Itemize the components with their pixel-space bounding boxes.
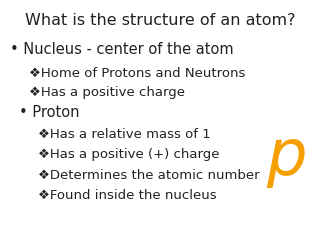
Text: • Nucleus - center of the atom: • Nucleus - center of the atom: [10, 42, 233, 57]
Text: ❖Found inside the nucleus: ❖Found inside the nucleus: [38, 189, 217, 202]
Text: ❖Has a positive charge: ❖Has a positive charge: [29, 86, 185, 99]
Text: ❖Has a relative mass of 1: ❖Has a relative mass of 1: [38, 128, 211, 141]
Text: ❖Has a positive (+) charge: ❖Has a positive (+) charge: [38, 148, 220, 161]
Text: ❖Home of Protons and Neutrons: ❖Home of Protons and Neutrons: [29, 67, 245, 80]
Text: • Proton: • Proton: [19, 105, 80, 120]
Text: What is the structure of an atom?: What is the structure of an atom?: [25, 13, 295, 28]
Text: p: p: [266, 126, 307, 188]
Text: ❖Determines the atomic number: ❖Determines the atomic number: [38, 169, 260, 182]
